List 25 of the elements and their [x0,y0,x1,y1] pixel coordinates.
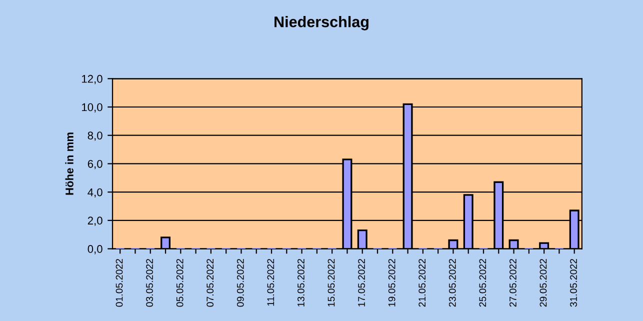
x-tick-label: 25.05.2022 [479,258,486,307]
x-tick-label: 31.05.2022 [570,258,577,307]
y-tick-label: 8,0 [88,132,102,141]
y-tick-label: 10,0 [82,103,102,112]
x-tick-label: 19.05.2022 [388,258,396,306]
x-tick-label: 13.05.2022 [298,258,304,306]
y-tick-label: 2,0 [88,216,102,226]
x-tick-label: 03.05.2022 [146,258,153,307]
y-tick-label: 12,0 [82,74,102,84]
x-tick-label: 29.05.2022 [540,258,547,307]
chart-title: Niederschlag [274,16,368,30]
y-tick-label: 0,0 [88,245,102,254]
x-tick-label: 23.05.2022 [448,258,456,307]
x-tick-label: 11.05.2022 [267,258,274,306]
x-tick-label: 15.05.2022 [328,258,335,306]
y-axis-title: Höhe in mm [65,132,74,195]
x-tick-label: 27.05.2022 [510,258,516,307]
x-tick-label: 09.05.2022 [236,258,244,307]
x-tick-label: 05.05.2022 [176,258,184,307]
x-tick-label: 21.05.2022 [418,258,426,307]
y-tick-label: 4,0 [88,188,102,198]
x-tick-label: 07.05.2022 [206,258,214,307]
x-tick-label: 17.05.2022 [358,258,365,306]
y-tick-label: 6,0 [88,160,102,170]
x-tick-label: 01.05.2022 [116,258,123,307]
